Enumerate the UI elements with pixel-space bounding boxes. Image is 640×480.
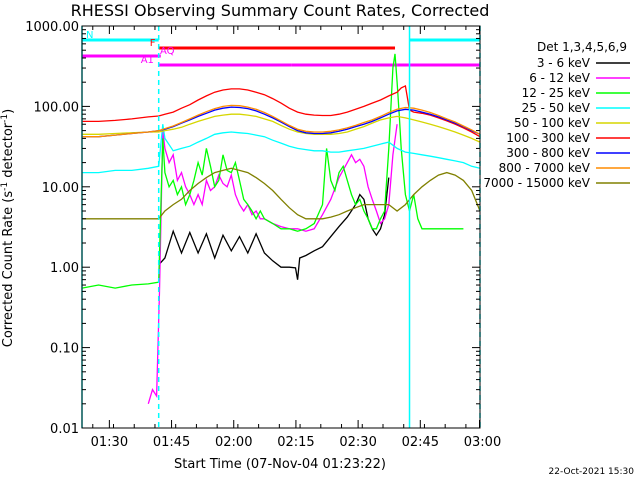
flag-label-a1: A1 [141, 55, 154, 66]
series-line-0 [159, 177, 390, 280]
legend-entry-label: 25 - 50 keV [522, 101, 591, 115]
y-axis-label-sup: -1 [0, 182, 10, 191]
x-axis: 01:30 01:45 02:00 02:15 02:30 02:45 03:00 [91, 26, 501, 450]
y-tick-label: 1.00 [50, 261, 79, 276]
chart-title: RHESSI Observing Summary Count Rates, Co… [71, 1, 490, 20]
x-tick-label: 01:45 [153, 435, 190, 450]
y-tick-label: 1000.00 [25, 20, 79, 35]
legend-entry-label: 800 - 7000 keV [499, 161, 591, 175]
y-tick-label: 0.10 [50, 342, 79, 357]
y-tick-label: 0.01 [50, 422, 79, 437]
x-tick-label: 03:00 [464, 435, 501, 450]
legend-entry-label: 50 - 100 keV [514, 116, 591, 130]
x-tick-label: 01:30 [91, 435, 128, 450]
legend-entry-label: 3 - 6 keV [537, 56, 591, 70]
y-tick-label: 10.00 [42, 181, 79, 196]
y-axis-label-main: Corrected Count Rate (s [1, 191, 16, 348]
series-line-2 [81, 53, 464, 289]
y-axis-label: Corrected Count Rate (s-1 detector-1) [0, 109, 16, 347]
plot-frame [81, 25, 481, 429]
legend-entry-label: 7000 - 15000 keV [483, 176, 590, 190]
y-tick-label: 100.00 [34, 100, 80, 115]
x-tick-label: 02:15 [277, 435, 314, 450]
legend-entry-label: 300 - 800 keV [506, 146, 590, 160]
flag-label-aq: AQ [160, 46, 175, 57]
y-axis: 1000.00 100.00 10.00 1.00 0.10 0.01 [25, 20, 480, 437]
x-tick-label: 02:45 [402, 435, 439, 450]
x-tick-label: 02:00 [215, 435, 252, 450]
legend-entry-label: 100 - 300 keV [506, 131, 590, 145]
x-axis-label: Start Time (07-Nov-04 01:23:22) [174, 457, 386, 472]
series-line-8 [82, 167, 481, 220]
series-group [81, 53, 481, 404]
timestamp: 22-Oct-2021 15:30 [549, 467, 635, 477]
y-axis-label-end: detector [1, 122, 16, 182]
series-line-1 [147, 124, 398, 404]
flag-label-f: F [150, 38, 156, 49]
legend-entry-label: 12 - 25 keV [522, 86, 591, 100]
series-line-3 [82, 124, 481, 174]
y-axis-label-sup2: -1 [0, 114, 10, 123]
flag-bars: N F AQ A1 [82, 30, 480, 67]
legend-entry-label: 6 - 12 keV [529, 71, 591, 85]
x-tick-label: 02:30 [339, 435, 376, 450]
series-line-4 [82, 113, 481, 143]
flag-label-n: N [86, 30, 93, 41]
legend-title: Det 1,3,4,5,6,9 [537, 40, 627, 54]
series-line-7 [82, 104, 481, 138]
y-axis-label-close: ) [1, 109, 16, 114]
series-line-5 [82, 84, 481, 138]
